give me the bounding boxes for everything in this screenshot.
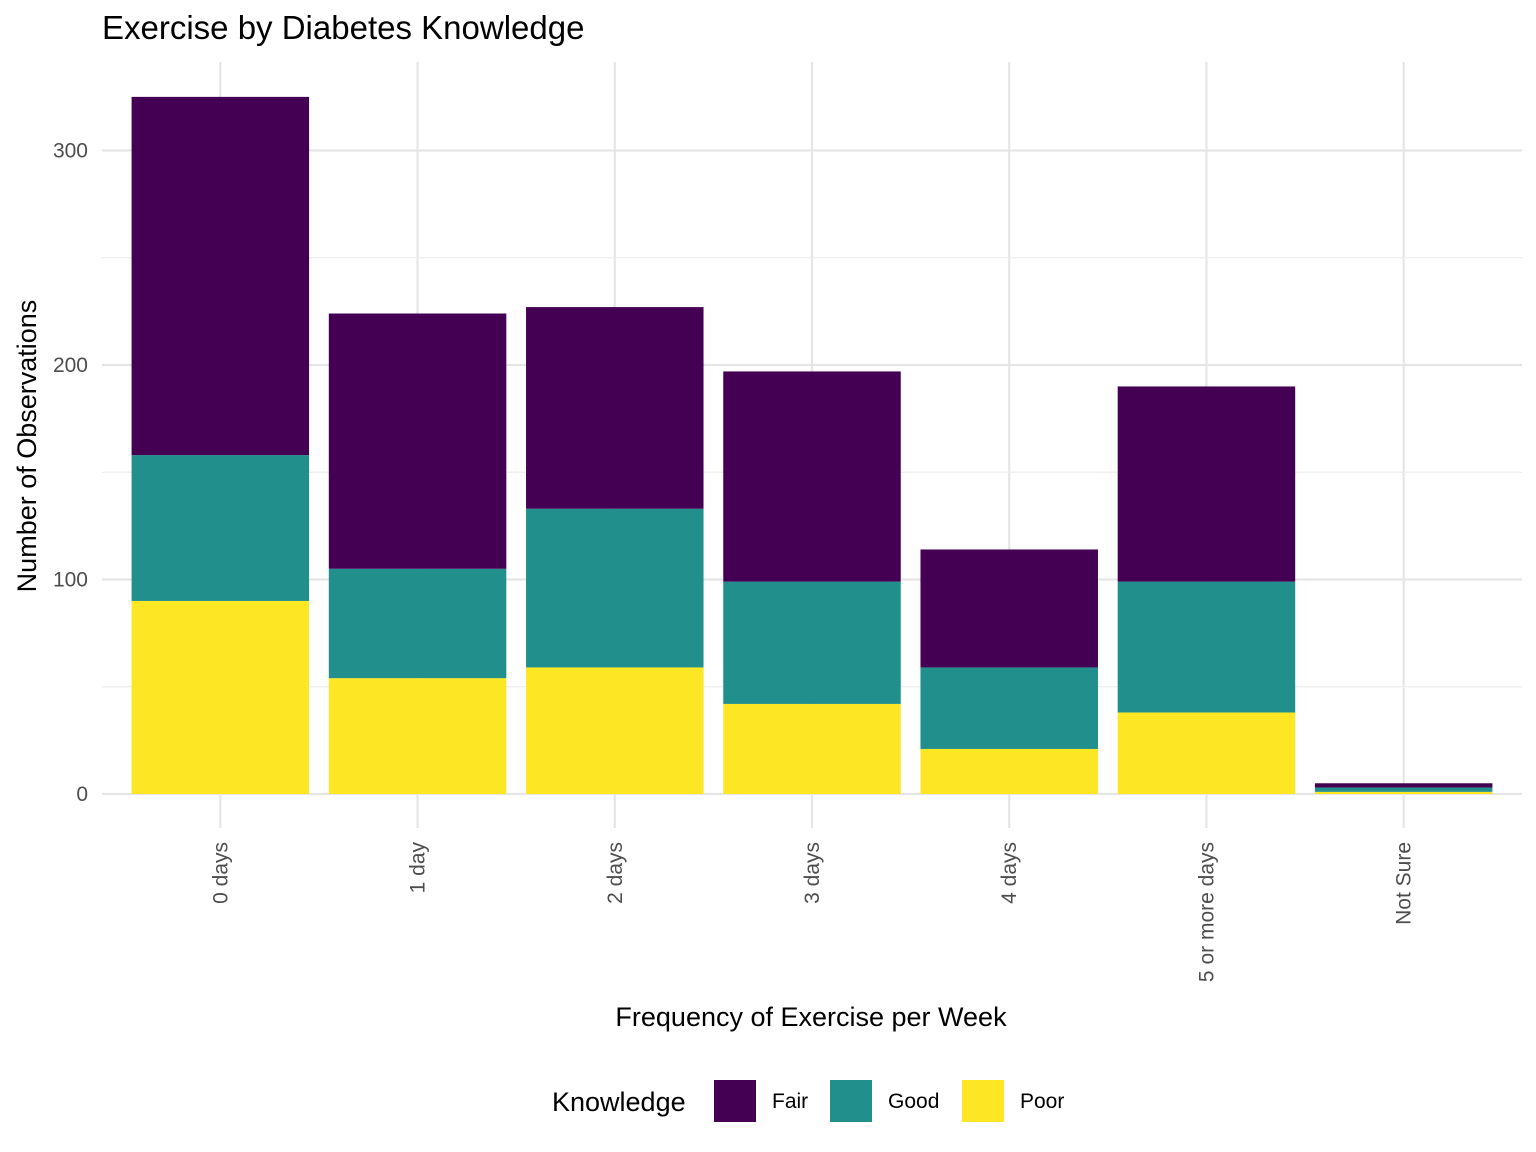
legend-key-good	[830, 1080, 872, 1122]
x-tick-label: 3 days	[801, 842, 824, 904]
legend-label-good: Good	[888, 1090, 939, 1113]
bar-segment-fair	[328, 313, 507, 569]
bar-segment-fair	[1314, 783, 1493, 788]
bar-segment-poor	[328, 678, 507, 794]
legend-key-poor	[962, 1080, 1004, 1122]
bar-segment-poor	[131, 600, 310, 794]
x-tick-label: 0 days	[209, 842, 232, 904]
bar-segment-good	[1314, 787, 1493, 792]
bar-segment-fair	[1117, 386, 1296, 582]
legend-label-fair: Fair	[772, 1090, 808, 1113]
bar-segment-poor	[526, 667, 704, 794]
legend-label-poor: Poor	[1020, 1090, 1064, 1113]
y-tick-label: 100	[53, 569, 88, 592]
bar-segment-good	[526, 508, 704, 668]
bars	[131, 96, 1493, 794]
bar-segment-fair	[723, 371, 901, 582]
bar-segment-poor	[1117, 712, 1296, 794]
bar-segment-poor	[920, 748, 1098, 794]
legend: Knowledge Fair Good Poor	[552, 1080, 1064, 1122]
bar-segment-poor	[1314, 791, 1493, 794]
bar-segment-good	[920, 667, 1098, 749]
bar-segment-good	[131, 455, 310, 601]
x-tick-label: 5 or more days	[1195, 842, 1218, 982]
legend-title: Knowledge	[552, 1087, 686, 1117]
y-tick-label: 300	[53, 140, 88, 163]
bar-segment-good	[723, 581, 901, 704]
y-axis-title: Number of Observations	[12, 300, 42, 593]
bar-segment-fair	[920, 549, 1098, 668]
x-tick-label: 1 day	[407, 842, 430, 894]
legend-key-fair	[714, 1080, 756, 1122]
y-tick-label: 200	[53, 354, 88, 377]
y-tick-label: 0	[76, 783, 88, 806]
x-tick-label: Not Sure	[1393, 842, 1416, 925]
x-axis-title: Frequency of Exercise per Week	[615, 1002, 1007, 1032]
bar-segment-fair	[131, 96, 310, 456]
bar-segment-good	[1117, 581, 1296, 713]
x-tick-label: 4 days	[998, 842, 1021, 904]
x-tick-labels: 0 days 1 day 2 days 3 days 4 days 5 or more d…	[209, 842, 1415, 983]
bar-segment-fair	[526, 307, 704, 509]
x-tick-label: 2 days	[604, 842, 627, 904]
y-tick-labels: 0 100 200 300	[53, 140, 88, 807]
bar-segment-poor	[723, 703, 901, 794]
bar-segment-good	[328, 568, 507, 679]
chart-title: Exercise by Diabetes Knowledge	[102, 9, 584, 46]
